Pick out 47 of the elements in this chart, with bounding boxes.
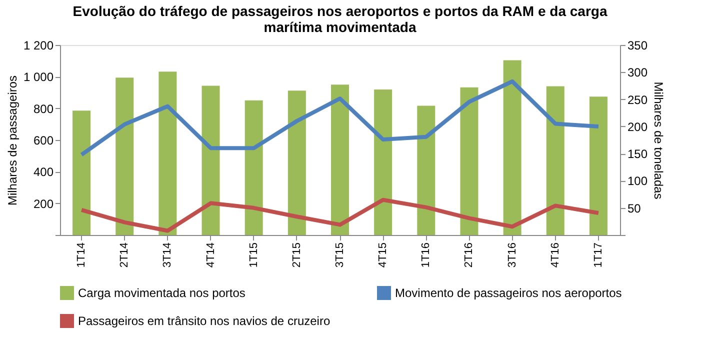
legend-label: Carga movimentada nos portos [78,286,246,300]
x-tick-label: 2T15 [290,242,303,268]
line-series [80,198,600,233]
bar [202,86,220,235]
bar [244,100,263,235]
y-tick-label: 800 [33,102,54,116]
x-tick-label: 4T15 [377,242,390,268]
bar [417,106,436,235]
bar [72,110,91,235]
legend-label: Movimento de passageiros nos aeroportos [395,286,622,300]
bar [589,96,608,235]
x-tick-label: 1T14 [76,242,88,268]
y2-tick-label: 100 [628,174,648,188]
y-axis-title: Milhares de passageiros [5,75,20,206]
x-tick-label: 3T14 [162,242,174,268]
bar [331,84,349,235]
chart-title: Evolução do tráfego de passageiros nos aeroportos e portos da RAM e da carga marítima movimentada [72,3,608,35]
x-tick-label: 2T16 [463,242,476,268]
y-tick-label: 1 000 [23,70,54,84]
bar [288,90,306,235]
bar [546,86,564,235]
y2-axis-title: Milhares de toneladas [652,82,666,200]
x-tick-label: 4T14 [204,242,217,268]
x-tick-label: 2T14 [118,242,131,268]
y-tick-label: 200 [33,196,54,211]
legend-label: Passageiros em trânsito nos navios de cruzeiro [78,314,330,328]
bar [374,90,392,235]
bar [116,78,134,235]
x-tick-label: 1T16 [420,242,432,268]
y-tick-label: 400 [33,165,54,180]
y2-tick-label: 50 [628,201,642,216]
y2-tick-label: 300 [628,66,648,80]
line-series [80,79,600,157]
bar [503,60,522,235]
y2-tick-label: 150 [628,147,648,162]
x-tick-label: 1T15 [248,242,260,268]
y-tick-label: 600 [33,134,54,148]
y2-tick-label: 350 [628,38,648,52]
x-tick-label: 3T16 [506,242,518,268]
x-tick-label: 4T16 [549,242,562,268]
bar [460,87,478,235]
x-tick-label: 3T15 [334,242,346,268]
y2-tick-label: 200 [628,120,648,134]
x-tick-label: 1T17 [592,242,604,268]
y2-tick-label: 250 [628,92,648,107]
bar [158,72,177,235]
y-tick-label: 1 200 [23,38,54,52]
